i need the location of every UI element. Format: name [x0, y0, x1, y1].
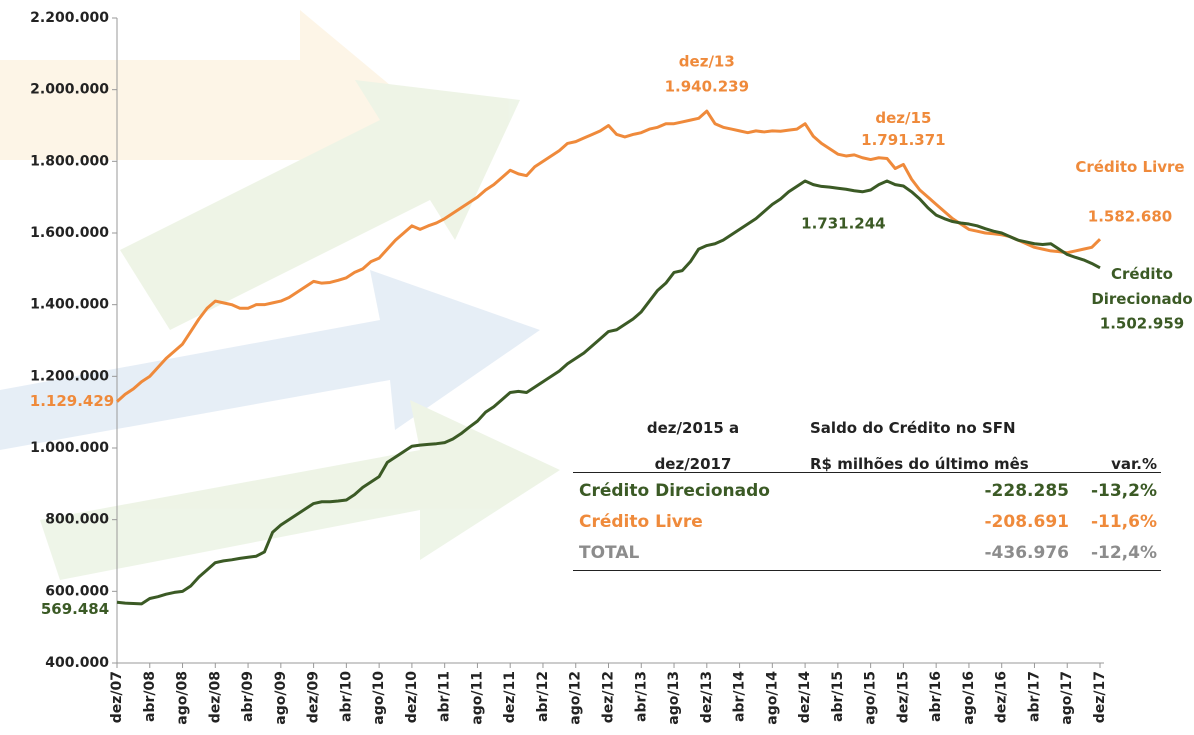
table-header-var: var.% [1111, 455, 1157, 473]
y-tick-label: 1.400.000 [30, 297, 109, 313]
row-var: -12,4% [1090, 543, 1157, 563]
x-tick-label: ago/09 [273, 671, 289, 725]
x-tick-label: abr/15 [830, 671, 846, 722]
y-tick-label: 400.000 [45, 655, 109, 671]
y-tick-label: 2.000.000 [30, 82, 109, 98]
y-tick-label: 1.600.000 [30, 225, 109, 241]
table-header-period: dez/2015 a dez/2017 [573, 410, 813, 482]
x-tick-label: abr/08 [142, 671, 158, 722]
x-tick-label: ago/17 [1059, 671, 1075, 725]
x-tick-label: dez/11 [502, 671, 518, 723]
annotation-date: dez/13 [679, 53, 735, 71]
x-tick-label: abr/14 [732, 671, 748, 722]
x-tick-label: abr/13 [633, 671, 649, 722]
data-label: 1.502.959 [1100, 314, 1184, 332]
header-line: dez/2017 [654, 455, 732, 473]
table-rule [573, 570, 1161, 571]
x-tick-label: ago/16 [961, 671, 977, 725]
x-tick-label: dez/16 [994, 671, 1010, 723]
row-var: -11,6% [1090, 512, 1157, 532]
x-tick-label: abr/10 [338, 671, 354, 722]
row-value: -436.976 [984, 543, 1070, 563]
table-row: Crédito Livre -208.691 -11,6% [573, 507, 1161, 538]
x-tick-label: abr/12 [535, 671, 551, 722]
header-line: dez/2015 a [646, 419, 740, 437]
x-tick-label: abr/17 [1026, 671, 1042, 722]
x-tick-label: abr/16 [928, 671, 944, 722]
y-tick-label: 2.200.000 [30, 10, 109, 26]
x-tick-label: dez/14 [797, 671, 813, 724]
row-label: TOTAL [579, 543, 640, 563]
y-tick-label: 1.000.000 [30, 440, 109, 456]
x-tick-label: abr/11 [437, 671, 453, 722]
header-line: R$ milhões do último mês [810, 455, 1029, 473]
y-tick-label: 600.000 [45, 583, 109, 599]
x-tick-label: dez/09 [306, 671, 322, 723]
table-row: TOTAL -436.976 -12,4% [573, 538, 1161, 569]
row-value: -208.691 [984, 512, 1070, 532]
legend-label: Crédito Direcionado [1091, 265, 1193, 308]
x-tick-label: abr/09 [240, 671, 256, 722]
data-label: 1.731.244 [801, 214, 885, 232]
legend-label: Crédito Livre [1075, 158, 1185, 176]
x-tick-label: ago/13 [666, 671, 682, 725]
y-tick-label: 1.200.000 [30, 368, 109, 384]
series-line [115, 109, 1102, 403]
data-label: 1.582.680 [1088, 208, 1172, 226]
row-value: -228.285 [984, 481, 1070, 501]
data-label: 1.791.371 [861, 131, 945, 149]
y-tick-label: 800.000 [45, 512, 109, 528]
x-tick-label: dez/15 [895, 671, 911, 723]
x-tick-label: ago/11 [469, 671, 485, 725]
x-tick-label: ago/10 [371, 671, 387, 725]
x-tick-label: dez/17 [1092, 671, 1108, 723]
x-tick-label: dez/07 [109, 671, 125, 723]
table-rule [573, 472, 1161, 473]
row-label: Crédito Livre [579, 512, 703, 532]
x-tick-label: ago/14 [764, 671, 780, 725]
x-tick-label: ago/12 [568, 671, 584, 725]
table-header-balance: Saldo do Crédito no SFN R$ milhões do últ… [810, 410, 1029, 482]
x-tick-label: dez/10 [404, 671, 420, 724]
x-tick-label: dez/12 [601, 671, 617, 723]
annotation-date: dez/15 [875, 109, 931, 127]
x-tick-label: ago/15 [863, 671, 879, 725]
x-tick-label: ago/08 [175, 671, 191, 725]
y-tick-label: 1.800.000 [30, 153, 109, 169]
series-line [116, 179, 1101, 606]
data-label: 1.940.239 [665, 78, 749, 96]
x-tick-label: dez/13 [699, 671, 715, 723]
row-label: Crédito Direcionado [579, 481, 770, 501]
table-row: Crédito Direcionado -228.285 -13,2% [573, 476, 1161, 507]
row-var: -13,2% [1090, 481, 1157, 501]
header-line: Saldo do Crédito no SFN [810, 419, 1016, 437]
data-label: 569.484 [41, 600, 109, 618]
x-tick-label: dez/08 [207, 671, 223, 723]
data-label: 1.129.429 [30, 392, 114, 410]
